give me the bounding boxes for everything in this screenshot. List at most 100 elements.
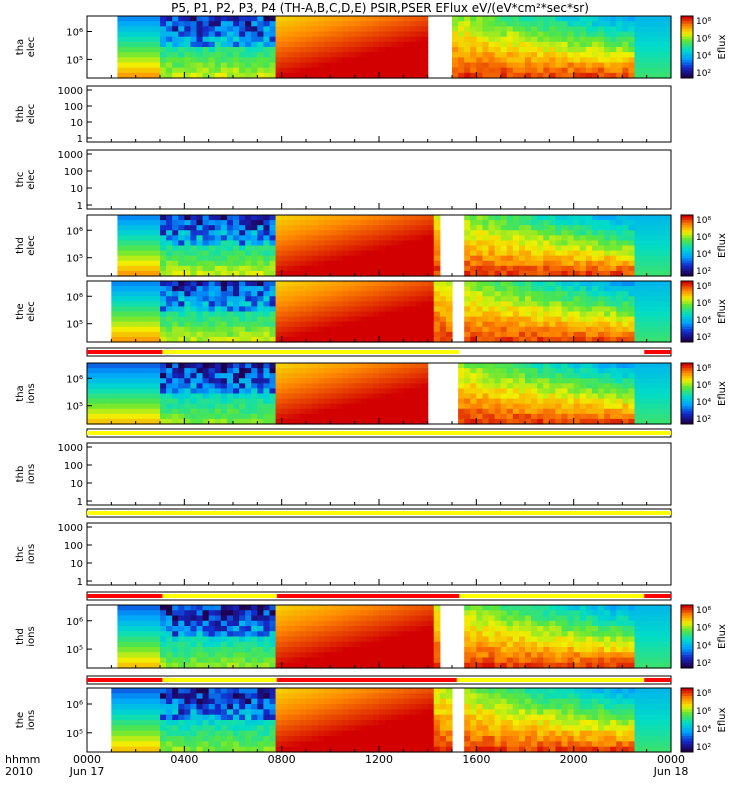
- spectrogram-cell: [409, 47, 417, 53]
- spectrogram-cell: [622, 306, 630, 313]
- spectrogram-cell: [415, 388, 423, 395]
- spectrogram-cell: [628, 286, 636, 292]
- spectrogram-cell: [506, 418, 514, 425]
- spectrogram-cell: [354, 21, 362, 27]
- spectrogram-cell: [269, 36, 277, 43]
- spectrogram-cell: [129, 16, 137, 22]
- spectrogram-cell: [372, 373, 380, 379]
- spectrogram-cell: [531, 235, 538, 242]
- spectrogram-cell: [160, 615, 167, 622]
- spectrogram-cell: [476, 393, 484, 400]
- spectrogram-cell: [652, 21, 660, 27]
- spectrogram-cell: [537, 255, 544, 262]
- spectrogram-cell: [117, 67, 125, 74]
- spectrogram-cell: [324, 31, 331, 38]
- spectrogram-cell: [324, 57, 331, 64]
- spectrogram-cell: [506, 321, 514, 328]
- spectrogram-cell: [269, 296, 277, 302]
- spectrogram-cell: [324, 36, 331, 43]
- spectrogram-cell: [458, 16, 465, 22]
- spectrogram-cell: [415, 383, 423, 390]
- spectrogram-cell: [409, 363, 417, 369]
- spectrogram-cell: [214, 626, 222, 632]
- spectrogram-cell: [226, 281, 234, 287]
- spectrogram-cell: [658, 215, 666, 221]
- spectrogram-cell: [604, 301, 611, 308]
- spectrogram-cell: [549, 296, 557, 302]
- spectrogram-cell: [141, 336, 149, 343]
- spectrogram-cell: [342, 230, 350, 236]
- spectrogram-cell: [330, 403, 338, 410]
- spectrogram-cell: [610, 336, 617, 343]
- colorbar-segment: [681, 363, 693, 367]
- spectrogram-cell: [360, 291, 368, 297]
- spectrogram-cell: [360, 62, 368, 69]
- spectrogram-cell: [397, 403, 404, 410]
- spectrogram-cell: [105, 403, 112, 410]
- spectrogram-cell: [166, 316, 173, 323]
- colorbar-frame: [680, 362, 694, 425]
- spectrogram-cell: [506, 286, 514, 292]
- spectrogram-cell: [117, 620, 125, 627]
- spectrogram-cell: [208, 413, 216, 420]
- spectrogram-cell: [312, 316, 319, 323]
- spectrogram-cell: [233, 636, 240, 643]
- spectrogram-cell: [336, 408, 344, 415]
- spectrogram-cell: [166, 270, 173, 277]
- spectrogram-cell: [433, 225, 441, 231]
- spectrogram-cell: [208, 403, 216, 410]
- spectrogram-cell: [646, 240, 654, 247]
- spectrogram-cell: [360, 336, 368, 343]
- spectrogram-cell: [166, 220, 173, 226]
- spectrogram-cell: [628, 62, 636, 69]
- spectrogram-cell: [512, 41, 520, 48]
- spectrogram-cell: [330, 301, 338, 308]
- spectrogram-cell: [178, 72, 185, 79]
- spectrogram-cell: [470, 398, 477, 405]
- spectrogram-cell: [251, 311, 258, 318]
- spectrogram-cell: [239, 255, 246, 262]
- spectrogram-cell: [269, 652, 277, 659]
- spectrogram-cell: [336, 291, 344, 297]
- spectrogram-cell: [239, 657, 246, 664]
- spectrogram-cell: [537, 31, 544, 38]
- spectrogram-cell: [464, 281, 471, 287]
- spectrogram-cell: [306, 250, 313, 257]
- spectrogram-cell: [372, 245, 380, 252]
- colorbar-label: Eflux: [717, 299, 728, 324]
- spectrogram-cell: [275, 641, 283, 648]
- spectrogram-cell: [263, 16, 271, 22]
- spectrogram-cell: [287, 36, 295, 43]
- spectrogram-cell: [646, 363, 654, 369]
- spectrogram-cell: [160, 388, 167, 395]
- spectrogram-cell: [604, 403, 611, 410]
- spectrogram-cell: [372, 72, 380, 79]
- spectrogram-cell: [658, 72, 666, 79]
- spectrogram-cell: [397, 235, 404, 242]
- spectrogram-cell: [464, 363, 471, 369]
- spectrogram-cell: [147, 301, 155, 308]
- spectrogram-cell: [403, 47, 411, 53]
- spectrogram-cell: [391, 265, 398, 272]
- spectrogram-cell: [184, 270, 192, 277]
- spectrogram-cell: [257, 235, 265, 242]
- spectrogram-cell: [543, 245, 550, 252]
- spectrogram-cell: [233, 265, 240, 272]
- spectrogram-cell: [257, 631, 265, 638]
- spectrogram-cell: [488, 270, 496, 277]
- spectrogram-cell: [604, 336, 611, 343]
- spectrogram-cell: [220, 363, 228, 369]
- spectrogram-cell: [646, 336, 654, 343]
- spectrogram-cell: [409, 398, 417, 405]
- spectrogram-cell: [111, 393, 119, 400]
- spectrogram-cell: [537, 336, 544, 343]
- spectrogram-cell: [512, 301, 520, 308]
- spectrogram-cell: [275, 408, 283, 415]
- spectrogram-cell: [220, 393, 228, 400]
- spectrogram-cell: [336, 418, 344, 425]
- colorbar-segment: [681, 281, 693, 285]
- spectrogram-cell: [287, 270, 295, 277]
- spectrogram-cell: [379, 413, 386, 420]
- spectrogram-cell: [123, 260, 131, 267]
- spectrogram-cell: [275, 21, 283, 27]
